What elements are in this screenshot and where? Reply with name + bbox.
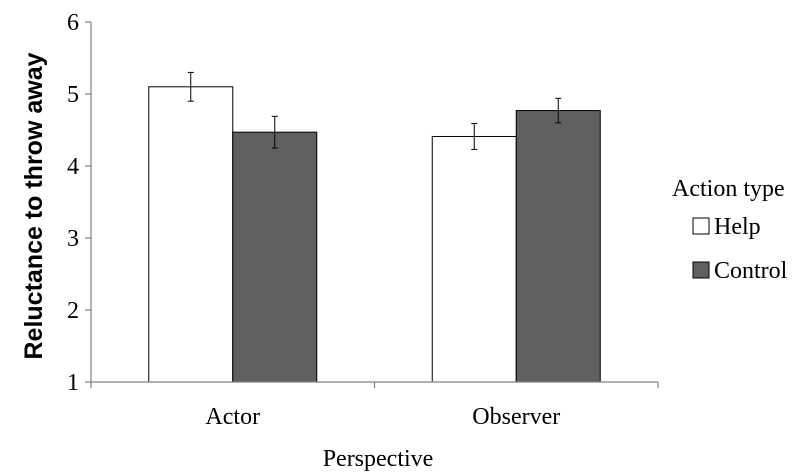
legend-label-control: Control [714, 258, 788, 284]
legend-item-help: Help [692, 214, 761, 240]
error-bar-control-actor [271, 115, 278, 149]
bar-help-observer [431, 135, 517, 383]
legend-title: Action type [672, 176, 785, 202]
y-tick-label: 6 [67, 10, 79, 36]
legend-items: Help Control [692, 214, 788, 284]
x-tick-label-observer: Observer [472, 404, 560, 430]
legend: Action type Help Control [672, 176, 788, 284]
bar-help-actor [148, 86, 234, 383]
bar-control-observer [515, 110, 601, 383]
legend-swatch-control [692, 261, 710, 279]
error-bars [187, 71, 562, 150]
error-bar-help-observer [471, 123, 478, 150]
y-tick-label: 3 [67, 226, 79, 252]
x-tick-label-actor: Actor [205, 404, 260, 430]
bars [148, 86, 601, 383]
legend-label-help: Help [714, 214, 761, 240]
y-tick-label: 1 [67, 370, 79, 396]
legend-item-control: Control [692, 258, 788, 284]
tick-labels: 1 2 3 4 5 6 Actor Observer [67, 10, 560, 430]
error-bar-help-actor [187, 71, 194, 102]
axes [85, 21, 659, 388]
x-axis-label: Perspective [323, 446, 434, 472]
bar-control-actor [232, 131, 318, 383]
y-tick-label: 5 [67, 82, 79, 108]
legend-swatch-help [692, 217, 710, 235]
y-axis-label: Reluctance to throw away [20, 52, 48, 359]
y-tick-label: 2 [67, 298, 79, 324]
y-tick-label: 4 [67, 154, 79, 180]
error-bar-control-observer [555, 97, 562, 124]
